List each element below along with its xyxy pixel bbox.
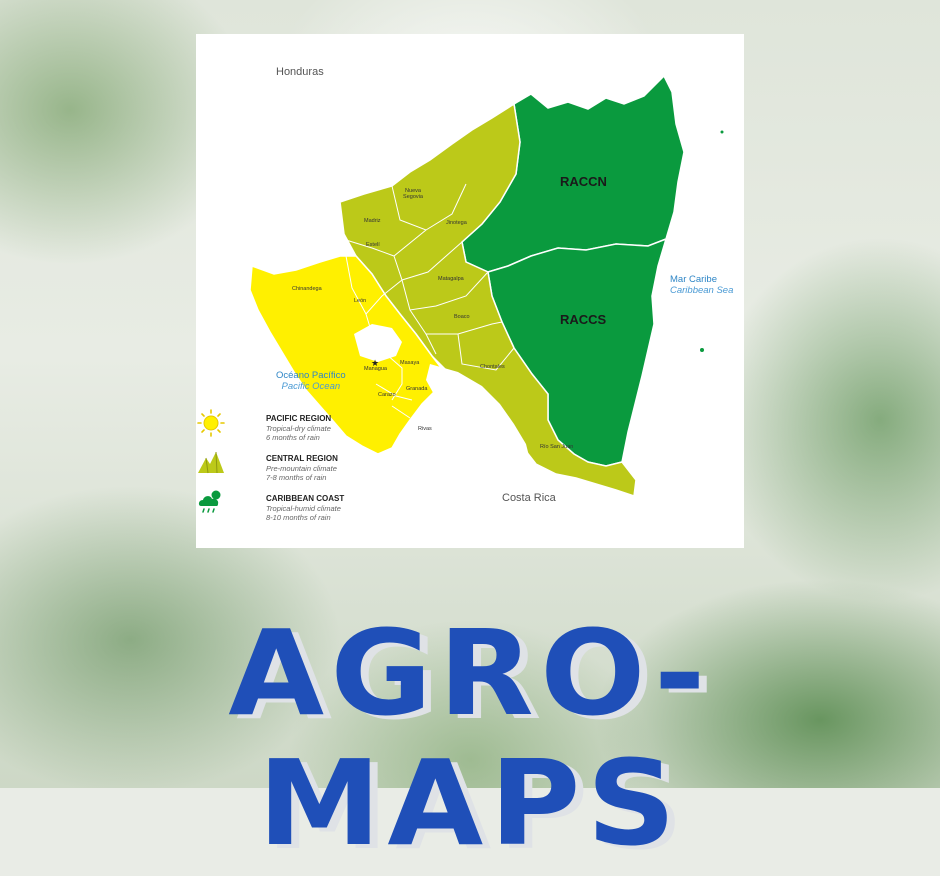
legend-line2-caribbean: 8-10 months of rain bbox=[266, 513, 331, 522]
corn-island-icon bbox=[700, 348, 704, 352]
nicaragua-climate-map: ★ Honduras Costa Rica Mar Caribe Caribbe… bbox=[196, 34, 744, 548]
mountain-icon bbox=[198, 451, 224, 474]
sea-label-pacific-es: Océano Pacífico bbox=[276, 370, 346, 381]
dept-label-matagalpa: Matagalpa bbox=[438, 276, 464, 282]
sea-label-caribbean-en: Caribbean Sea bbox=[670, 285, 734, 296]
country-label-costa-rica: Costa Rica bbox=[502, 492, 556, 504]
legend-item-central: CENTRAL REGION Pre-mountain climate 7-8 … bbox=[266, 454, 406, 482]
legend-line1-central: Pre-mountain climate bbox=[266, 464, 337, 473]
dept-label-madriz: Madriz bbox=[364, 218, 381, 224]
agro-maps-logo: AGRO-MAPS AGRO-MAPS bbox=[70, 608, 870, 872]
dept-label-boaco: Boaco bbox=[454, 314, 470, 320]
dept-label-leon: León bbox=[354, 298, 367, 304]
logo-text: AGRO-MAPS bbox=[228, 604, 712, 872]
dept-label-carazo: Carazo bbox=[378, 392, 396, 398]
legend-item-caribbean: CARIBBEAN COAST Tropical-humid climate 8… bbox=[266, 494, 406, 522]
legend-title-central: CENTRAL REGION bbox=[266, 454, 338, 463]
dept-label-nueva-segovia: Nueva Segovia bbox=[403, 188, 423, 200]
dept-label-rio-san-juan: Río San Juan bbox=[540, 444, 574, 450]
dept-label-esteli: Estelí bbox=[366, 242, 380, 248]
dept-label-masaya: Masaya bbox=[400, 360, 420, 366]
legend-line2-pacific: 6 months of rain bbox=[266, 433, 320, 442]
rain-cloud-icon bbox=[198, 490, 221, 513]
sea-label-pacific-en: Pacific Ocean bbox=[281, 381, 341, 392]
country-label-honduras: Honduras bbox=[276, 66, 324, 78]
dept-label-jinotega: Jinotega bbox=[446, 220, 467, 226]
lake-managua bbox=[354, 324, 402, 362]
department-borders bbox=[345, 183, 515, 419]
sea-label-pacific: Océano Pacífico Pacific Ocean bbox=[276, 370, 346, 392]
sea-label-caribbean: Mar Caribe Caribbean Sea bbox=[670, 274, 733, 296]
dept-label-rivas: Rivas bbox=[418, 426, 432, 432]
map-svg: ★ bbox=[249, 74, 724, 498]
lake-nicaragua bbox=[426, 364, 530, 462]
capital-star-icon: ★ bbox=[371, 359, 379, 369]
sun-icon bbox=[197, 409, 225, 437]
legend-title-caribbean: CARIBBEAN COAST bbox=[266, 494, 345, 503]
legend-line1-pacific: Tropical-dry climate bbox=[266, 424, 331, 433]
legend-line2-central: 7-8 months of rain bbox=[266, 473, 327, 482]
dept-label-managua: Managua bbox=[364, 366, 387, 372]
region-label-raccn: RACCN bbox=[560, 174, 607, 189]
dept-label-chinandega: Chinandega bbox=[292, 286, 322, 292]
legend-line1-caribbean: Tropical-humid climate bbox=[266, 504, 341, 513]
legend-title-pacific: PACIFIC REGION bbox=[266, 414, 332, 423]
region-pacific bbox=[249, 255, 447, 455]
region-label-raccs: RACCS bbox=[560, 312, 607, 327]
dept-label-chontales: Chontales bbox=[480, 364, 505, 370]
legend-item-pacific: PACIFIC REGION Tropical-dry climate 6 mo… bbox=[266, 414, 406, 442]
dept-label-granada: Granada bbox=[406, 386, 428, 392]
cay-icon bbox=[720, 130, 724, 134]
sea-label-caribbean-es: Mar Caribe bbox=[670, 274, 717, 285]
